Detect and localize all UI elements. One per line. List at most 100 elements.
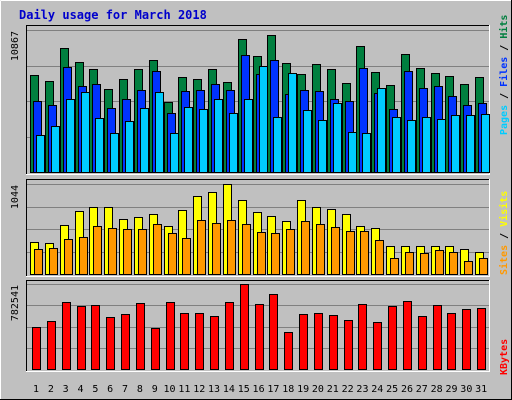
- right-legend-0: Pages / Files / Hits: [498, 15, 510, 135]
- day-label-25: 25: [386, 384, 398, 395]
- kbytes-bar-kbytes-11: [180, 313, 189, 370]
- visits-bar-sites-15: [242, 224, 251, 275]
- visits-bar-sites-23: [360, 231, 369, 275]
- kbytes-bar-kbytes-9: [151, 328, 160, 370]
- visits-bar-sites-27: [420, 253, 429, 275]
- day-label-1: 1: [33, 384, 39, 395]
- hits-panel: 10867: [10, 25, 490, 175]
- kbytes-bar-kbytes-12: [195, 313, 204, 370]
- day-label-10: 10: [164, 384, 176, 395]
- visits-bar-sites-1: [34, 249, 43, 275]
- kbytes-bar-kbytes-6: [106, 317, 115, 370]
- kbytes-max-label: 782541: [10, 285, 21, 321]
- visits-bar-sites-10: [168, 233, 177, 275]
- visits-bar-sites-13: [212, 223, 221, 275]
- day-label-7: 7: [122, 384, 128, 395]
- hits-bar-pages-7: [125, 121, 134, 173]
- day-label-6: 6: [107, 384, 113, 395]
- visits-bar-sites-19: [301, 221, 310, 275]
- day-label-5: 5: [92, 384, 98, 395]
- hits-bar-pages-18: [288, 73, 297, 173]
- right-legend-1: Sites / Visits: [498, 191, 510, 275]
- kbytes-bar-kbytes-15: [240, 284, 249, 370]
- day-label-9: 9: [152, 384, 158, 395]
- day-label-20: 20: [312, 384, 324, 395]
- kbytes-bar-kbytes-29: [447, 313, 456, 370]
- day-label-11: 11: [178, 384, 190, 395]
- kbytes-bar-kbytes-22: [344, 320, 353, 370]
- visits-bar-sites-20: [316, 224, 325, 275]
- kbytes-bar-kbytes-18: [284, 332, 293, 370]
- kbytes-bar-kbytes-16: [255, 304, 264, 370]
- legend-visits: Visits: [498, 191, 510, 227]
- hits-bar-pages-19: [303, 110, 312, 173]
- hits-bar-pages-10: [170, 133, 179, 173]
- hits-bar-pages-21: [333, 103, 342, 173]
- legend-sites: Sites: [498, 245, 510, 275]
- day-label-23: 23: [356, 384, 368, 395]
- visits-bar-sites-6: [108, 228, 117, 275]
- legend-files: Files: [498, 57, 510, 87]
- day-label-16: 16: [253, 384, 265, 395]
- visits-max-label: 1044: [10, 185, 21, 209]
- legend-sep: /: [499, 39, 510, 57]
- visits-bar-sites-22: [346, 231, 355, 275]
- visits-bar-sites-2: [49, 248, 58, 275]
- day-label-3: 3: [63, 384, 69, 395]
- kbytes-bar-kbytes-14: [225, 302, 234, 370]
- day-label-14: 14: [223, 384, 235, 395]
- legend-hits: Hits: [498, 15, 510, 39]
- kbytes-bar-kbytes-2: [47, 321, 56, 370]
- kbytes-bar-kbytes-27: [418, 316, 427, 370]
- kbytes-bar-kbytes-19: [299, 314, 308, 370]
- hits-bar-pages-24: [377, 88, 386, 173]
- day-label-22: 22: [342, 384, 354, 395]
- hits-bar-pages-28: [437, 119, 446, 173]
- day-label-2: 2: [48, 384, 54, 395]
- visits-bar-sites-29: [449, 252, 458, 275]
- kbytes-panel: 782541: [10, 280, 490, 372]
- legend-kbytes: KBytes: [499, 339, 510, 375]
- visits-bar-sites-7: [123, 229, 132, 275]
- visits-bar-sites-26: [405, 252, 414, 275]
- visits-bar-sites-4: [79, 237, 88, 275]
- hits-bar-pages-15: [244, 99, 253, 173]
- hits-bar-pages-14: [229, 113, 238, 173]
- hits-bar-pages-11: [184, 107, 193, 173]
- visits-panel: 1044: [10, 179, 490, 277]
- day-label-24: 24: [371, 384, 383, 395]
- kbytes-bar-kbytes-10: [166, 302, 175, 370]
- hits-bar-pages-4: [81, 92, 90, 173]
- hits-bar-pages-23: [362, 133, 371, 173]
- hits-bar-pages-3: [66, 99, 75, 173]
- day-label-21: 21: [327, 384, 339, 395]
- visits-bar-sites-28: [435, 250, 444, 275]
- day-label-27: 27: [416, 384, 428, 395]
- visits-bar-sites-11: [182, 238, 191, 275]
- hits-bar-pages-17: [273, 117, 282, 173]
- visits-bar-sites-14: [227, 220, 236, 275]
- hits-bar-pages-26: [407, 120, 416, 173]
- legend-sep: /: [499, 87, 510, 105]
- day-label-4: 4: [78, 384, 84, 395]
- day-label-13: 13: [208, 384, 220, 395]
- kbytes-bar-kbytes-21: [329, 315, 338, 370]
- kbytes-bar-kbytes-28: [433, 305, 442, 370]
- right-legend-2: KBytes: [499, 339, 510, 375]
- legend-pages: Pages: [499, 105, 510, 135]
- kbytes-bar-kbytes-1: [32, 327, 41, 370]
- kbytes-bar-kbytes-23: [358, 304, 367, 370]
- hits-bar-pages-5: [95, 118, 104, 173]
- kbytes-bar-kbytes-24: [373, 322, 382, 370]
- kbytes-bar-kbytes-26: [403, 301, 412, 370]
- visits-bar-sites-9: [153, 224, 162, 275]
- hits-bar-pages-22: [348, 132, 357, 173]
- day-label-12: 12: [193, 384, 205, 395]
- visits-bar-sites-12: [197, 220, 206, 275]
- hits-bar-pages-12: [199, 109, 208, 173]
- hits-bar-pages-9: [155, 92, 164, 173]
- kbytes-bar-kbytes-17: [269, 294, 278, 370]
- visits-bar-sites-3: [64, 239, 73, 275]
- day-label-29: 29: [445, 384, 457, 395]
